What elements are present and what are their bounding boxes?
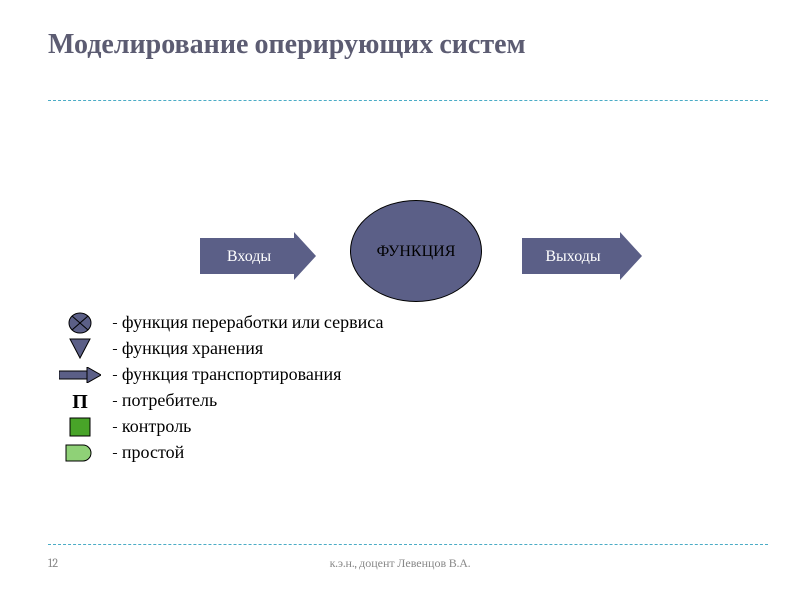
- legend-text: - функция хранения: [112, 337, 263, 361]
- green-square-icon: [48, 417, 112, 437]
- footer-author: к.э.н., доцент Левенцов В.А.: [0, 556, 800, 571]
- legend-row: - контроль: [48, 414, 383, 440]
- legend-row: - функция хранения: [48, 336, 383, 362]
- legend-text: - простой: [112, 441, 184, 465]
- small-arrow-icon: [48, 367, 112, 383]
- legend-row: П - потребитель: [48, 388, 383, 414]
- legend-text: - функция транспортирования: [112, 363, 341, 387]
- flow-diagram: Входы ФУНКЦИЯ Выходы: [200, 200, 650, 300]
- legend-text: - функция переработки или сервиса: [112, 311, 383, 335]
- input-arrow: Входы: [200, 238, 294, 274]
- legend: - функция переработки или сервиса - функ…: [48, 310, 383, 466]
- down-triangle-icon: [48, 338, 112, 360]
- legend-row: - функция переработки или сервиса: [48, 310, 383, 336]
- circle-x-icon: [48, 311, 112, 335]
- page-number: 12: [48, 556, 58, 570]
- slide-title: Моделирование оперирующих систем: [48, 28, 526, 62]
- output-arrow: Выходы: [522, 238, 620, 274]
- legend-row: - функция транспортирования: [48, 362, 383, 388]
- function-node: ФУНКЦИЯ: [350, 200, 482, 302]
- divider-top: [48, 100, 768, 101]
- divider-bottom: [48, 544, 768, 545]
- legend-text: - потребитель: [112, 389, 217, 413]
- legend-text: - контроль: [112, 415, 191, 439]
- letter-p-icon: П: [48, 388, 112, 415]
- legend-row: - простой: [48, 440, 383, 466]
- green-capsule-icon: [48, 444, 112, 462]
